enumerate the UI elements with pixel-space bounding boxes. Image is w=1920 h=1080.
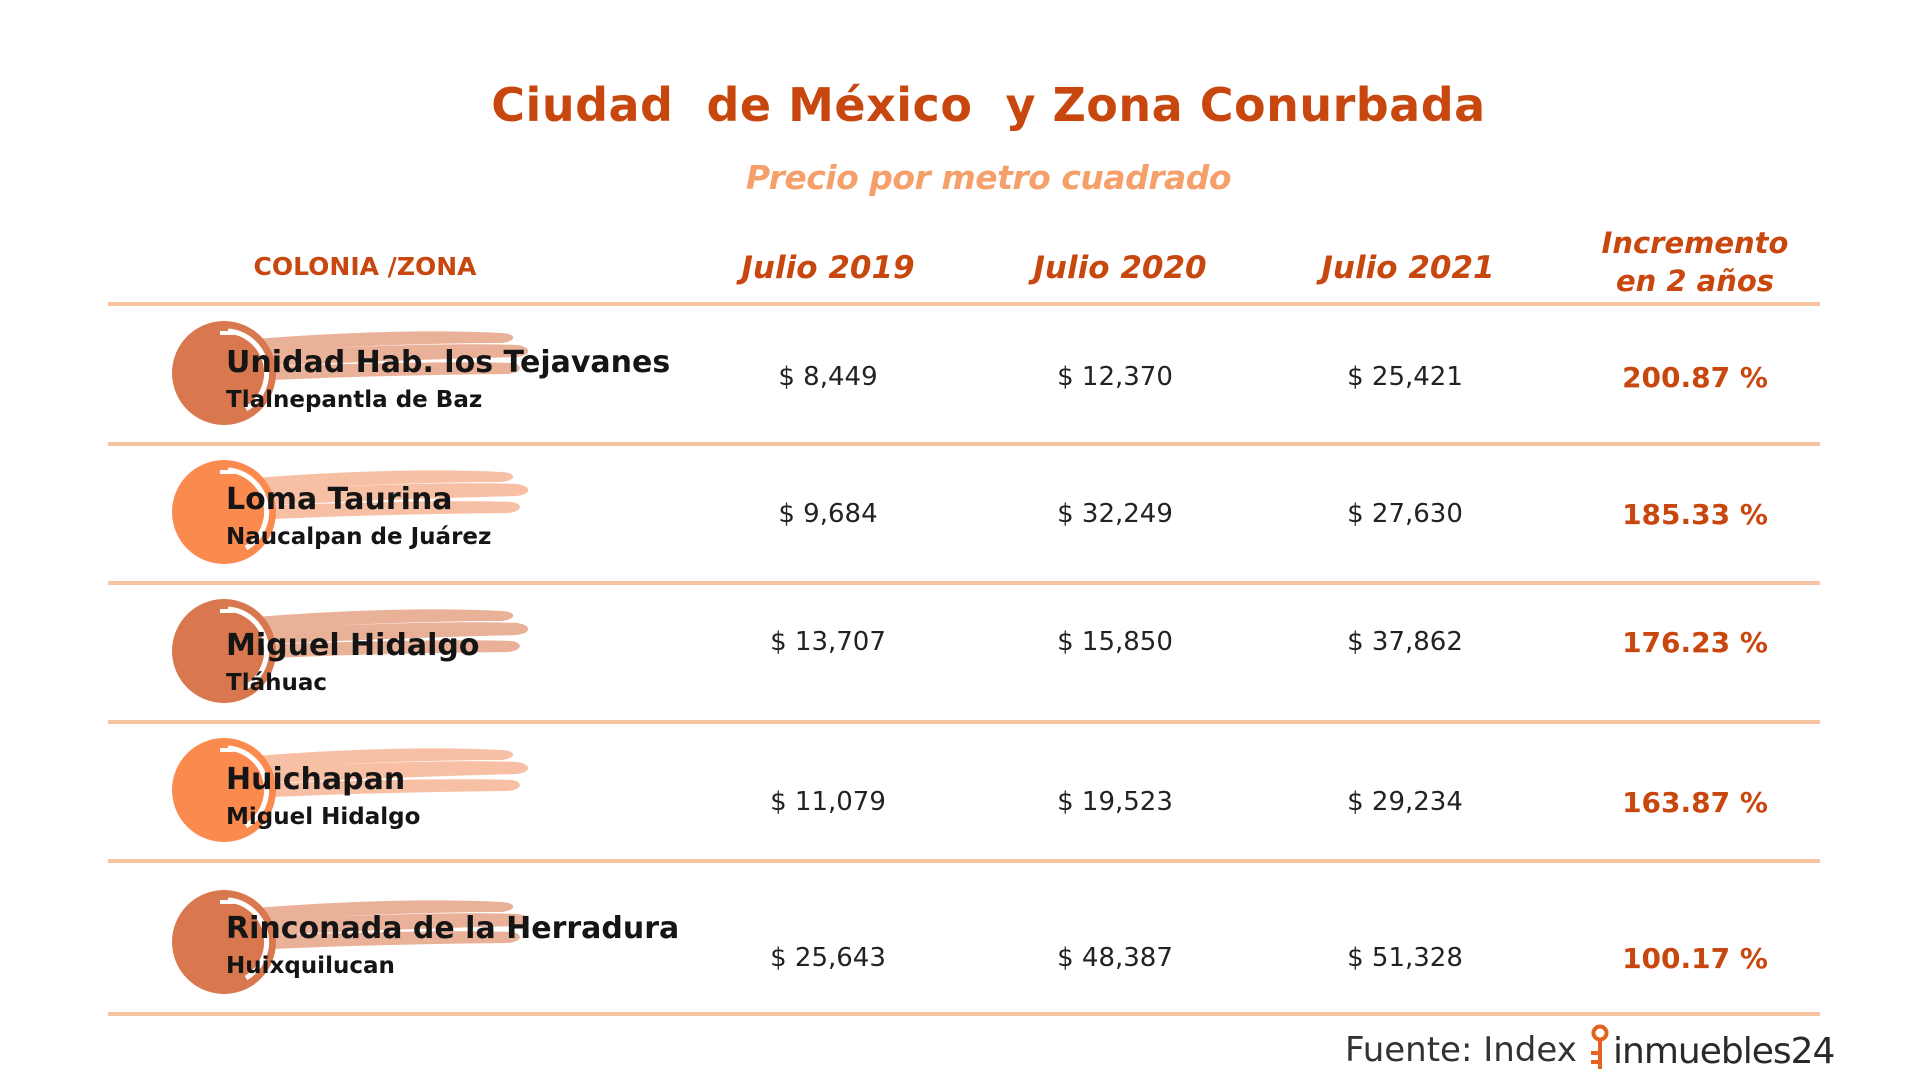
brush-circle-icon <box>172 738 529 842</box>
table-row: Huichapan Miguel Hidalgo $ 11,079 $ 19,523 $… <box>0 722 1920 860</box>
price-2021: $ 51,328 <box>1347 943 1463 973</box>
price-2020: $ 19,523 <box>1057 787 1173 817</box>
zone-municipality: Tláhuac <box>226 670 327 696</box>
row-divider <box>108 720 1820 724</box>
key-icon <box>1591 1024 1609 1069</box>
price-2021: $ 25,421 <box>1347 362 1463 392</box>
price-2020: $ 32,249 <box>1057 499 1173 529</box>
zone-name: Miguel Hidalgo <box>226 628 480 663</box>
zone-municipality: Tlalnepantla de Baz <box>226 387 483 413</box>
brush-circle-icon <box>172 599 529 703</box>
zone-municipality: Naucalpan de Juárez <box>226 524 492 550</box>
page-title: Ciudad de México y Zona Conurbada <box>491 78 1486 132</box>
header-julio-2021: Julio 2021 <box>1321 250 1495 286</box>
source-label: Fuente: Index <box>1345 1030 1577 1070</box>
price-2020: $ 48,387 <box>1057 943 1173 973</box>
table-row: Unidad Hab. los Tejavanes Tlalnepantla de… <box>0 305 1920 443</box>
header-divider <box>108 302 1820 306</box>
increase-percent: 200.87 % <box>1622 361 1768 394</box>
increase-percent: 163.87 % <box>1622 786 1768 819</box>
header-julio-2020: Julio 2020 <box>1033 250 1207 286</box>
row-divider <box>108 859 1820 863</box>
price-2019: $ 9,684 <box>778 499 878 529</box>
price-2021: $ 29,234 <box>1347 787 1463 817</box>
price-2019: $ 8,449 <box>778 362 878 392</box>
brush-circle-icon <box>172 460 529 564</box>
logo-brand-text: inmuebles24 <box>1613 1031 1835 1072</box>
page-subtitle: Precio por metro cuadrado <box>745 158 1232 197</box>
zone-municipality: Huixquilucan <box>226 953 395 979</box>
header-julio-2019: Julio 2019 <box>741 250 915 286</box>
header-incremento-line2: en 2 años <box>1615 264 1775 298</box>
header-incremento-line1: Incremento <box>1601 226 1789 260</box>
header-incremento: Incremento en 2 años <box>1570 224 1820 300</box>
inmuebles24-logo: inmuebles24 <box>1587 1024 1835 1074</box>
zone-name: Loma Taurina <box>226 482 453 517</box>
zone-name: Unidad Hab. los Tejavanes <box>226 345 671 380</box>
brush-circle-icon <box>172 890 529 994</box>
zone-municipality: Miguel Hidalgo <box>226 804 421 830</box>
table-row: Rinconada de la Herradura Huixquilucan $ 2… <box>0 861 1920 999</box>
increase-percent: 185.33 % <box>1622 498 1768 531</box>
row-divider <box>108 442 1820 446</box>
table-row: Loma Taurina Naucalpan de Juárez $ 9,684 $ … <box>0 444 1920 582</box>
price-2021: $ 27,630 <box>1347 499 1463 529</box>
price-2019: $ 25,643 <box>770 943 886 973</box>
header-colonia-zona: COLONIA /ZONA <box>253 252 477 281</box>
brush-circle-icon <box>172 321 529 425</box>
price-2020: $ 12,370 <box>1057 362 1173 392</box>
increase-percent: 100.17 % <box>1622 942 1768 975</box>
row-divider <box>108 1012 1820 1016</box>
zone-name: Huichapan <box>226 762 406 797</box>
price-2021: $ 37,862 <box>1347 627 1463 657</box>
price-2019: $ 11,079 <box>770 787 886 817</box>
increase-percent: 176.23 % <box>1622 626 1768 659</box>
zone-name: Rinconada de la Herradura <box>226 911 680 946</box>
price-2020: $ 15,850 <box>1057 627 1173 657</box>
table-row: Miguel Hidalgo Tláhuac $ 13,707 $ 15,850 $ 3… <box>0 583 1920 721</box>
price-2019: $ 13,707 <box>770 627 886 657</box>
row-divider <box>108 581 1820 585</box>
